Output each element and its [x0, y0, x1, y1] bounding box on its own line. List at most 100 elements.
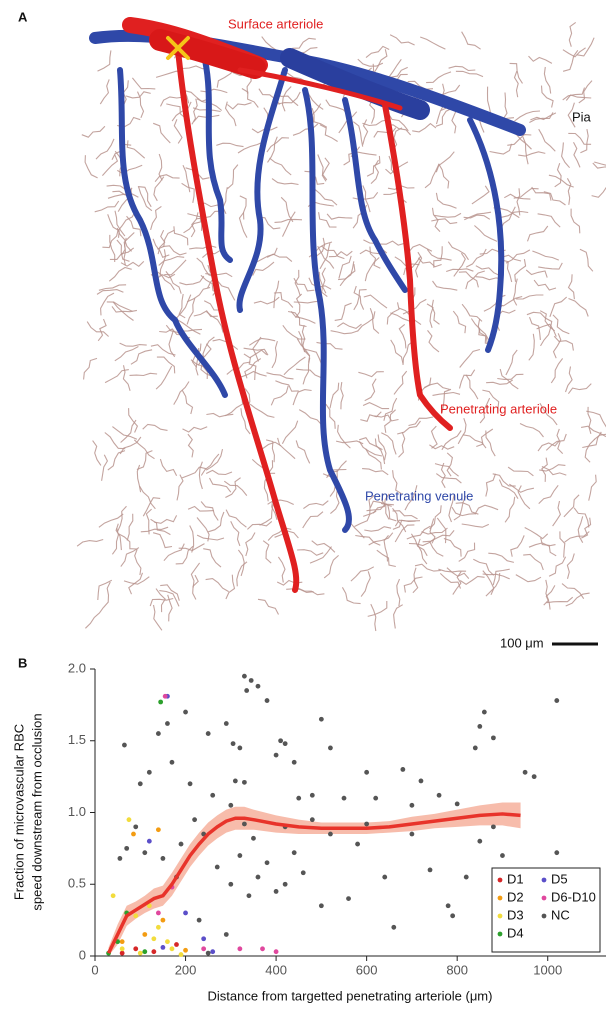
capillary: [366, 155, 381, 177]
point: [160, 856, 166, 861]
capillary: [357, 311, 376, 332]
capillary: [398, 323, 407, 349]
capillary: [321, 267, 327, 294]
capillary: [225, 574, 236, 600]
capillary: [116, 505, 127, 532]
capillary: [358, 441, 383, 457]
capillary: [465, 374, 479, 400]
point: [160, 944, 166, 950]
capillary: [182, 426, 208, 433]
capillary: [510, 535, 525, 557]
capillary: [252, 261, 275, 276]
capillary: [536, 323, 557, 337]
capillary: [578, 80, 593, 104]
capillary: [435, 151, 455, 173]
point: [491, 735, 496, 741]
point: [436, 792, 442, 798]
capillary: [296, 368, 322, 379]
capillary: [338, 261, 355, 281]
capillary: [492, 473, 516, 487]
capillary: [205, 469, 233, 476]
capillary: [513, 70, 519, 98]
capillary: [248, 357, 257, 381]
legend-box: [491, 867, 601, 953]
capillary: [81, 125, 106, 138]
capillary: [447, 241, 469, 261]
legend-label: D3: [507, 907, 524, 922]
point: [146, 838, 152, 844]
capillary: [112, 301, 134, 321]
point: [255, 683, 261, 689]
capillary: [453, 495, 467, 521]
capillary: [538, 128, 556, 152]
capillary: [513, 187, 539, 199]
capillary: [181, 390, 194, 415]
capillary: [431, 207, 441, 232]
point: [500, 853, 505, 858]
capillary: [567, 274, 575, 300]
capillary: [241, 88, 259, 108]
x-tick-label: 0: [91, 962, 98, 977]
scale-bar-label: 100 μm: [500, 635, 544, 650]
capillary: [564, 531, 590, 543]
capillary: [381, 493, 390, 520]
capillary: [179, 275, 205, 286]
point: [242, 821, 247, 827]
capillary: [112, 426, 138, 440]
capillary: [85, 606, 105, 629]
capillary: [528, 317, 541, 340]
point: [187, 781, 193, 787]
capillary: [373, 49, 388, 73]
capillary: [323, 554, 339, 579]
capillary: [474, 225, 498, 242]
capillary: [251, 126, 278, 134]
capillary: [370, 603, 377, 632]
capillary: [514, 110, 541, 122]
capillary: [446, 567, 470, 579]
capillary: [408, 416, 434, 427]
capillary: [293, 277, 315, 292]
capillary: [458, 271, 479, 288]
point: [178, 841, 184, 847]
legend-marker: [497, 877, 503, 883]
capillary: [465, 248, 487, 268]
capillary: [392, 519, 416, 530]
capillary: [471, 185, 490, 205]
capillary: [565, 592, 590, 607]
capillary: [537, 440, 560, 452]
capillary: [381, 432, 397, 455]
capillary: [582, 431, 602, 449]
point: [110, 893, 116, 899]
capillary: [230, 521, 241, 547]
point: [554, 850, 560, 856]
capillary: [223, 480, 248, 496]
x-tick-label: 200: [175, 962, 197, 977]
point: [230, 741, 236, 747]
capillary: [394, 524, 415, 543]
capillary: [453, 252, 466, 277]
capillary: [528, 333, 535, 361]
capillary: [386, 302, 400, 325]
capillary: [364, 257, 380, 282]
capillary: [296, 338, 311, 363]
capillary: [99, 79, 110, 105]
point: [273, 889, 279, 894]
point: [242, 673, 247, 679]
capillary: [422, 540, 444, 557]
capillary: [290, 311, 316, 324]
capillary: [314, 188, 338, 206]
capillary: [592, 162, 606, 169]
capillary: [301, 324, 306, 353]
capillary: [514, 259, 527, 282]
capillary: [552, 500, 562, 527]
capillary: [465, 270, 485, 290]
capillary: [505, 349, 518, 376]
capillary: [192, 574, 199, 600]
capillary: [448, 495, 455, 523]
capillary: [295, 440, 311, 464]
capillary: [117, 210, 137, 232]
capillary: [162, 245, 187, 256]
capillary: [317, 154, 328, 181]
capillary: [280, 196, 294, 223]
capillary: [390, 339, 404, 364]
